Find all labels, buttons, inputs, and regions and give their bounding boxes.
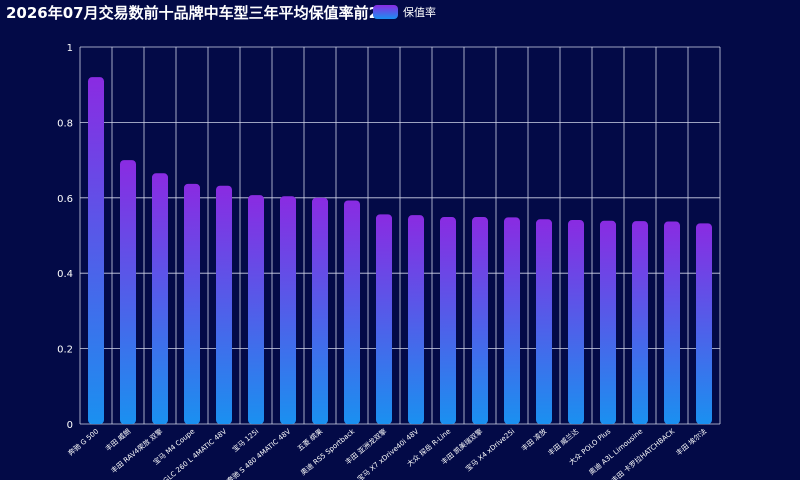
y-tick-label: 0.6: [57, 194, 73, 205]
bar: [216, 185, 232, 424]
chart-title: 2026年07月交易数前十品牌中车型三年平均保值率前20: [6, 4, 390, 22]
x-tick-label: 丰田 威朗: [103, 427, 132, 453]
legend-swatch: [373, 5, 398, 19]
x-tick-label: 奥迪 RS5 Sportback: [299, 426, 357, 477]
x-tick-label: 宝马 X7 xDrive40i 48V: [355, 427, 420, 480]
bar: [632, 221, 648, 424]
y-tick-label: 0.4: [57, 269, 73, 280]
bar: [440, 217, 456, 424]
x-tick-label: 宝马 125i: [230, 427, 260, 454]
bar: [568, 220, 584, 424]
legend-label: 保值率: [403, 6, 436, 19]
bar: [152, 173, 168, 424]
x-tick-label: 丰田 凌放: [519, 427, 548, 453]
x-tick-label: 奥迪 A3L Limousine: [587, 427, 644, 477]
bar: [376, 214, 392, 424]
bar: [696, 223, 712, 424]
x-tick-label: 五菱 缤果: [295, 427, 324, 453]
bar: [120, 160, 136, 424]
bar: [312, 197, 328, 424]
legend[interactable]: 保值率: [373, 4, 436, 20]
y-tick-label: 1: [67, 43, 73, 54]
bar: [504, 217, 520, 424]
bar: [88, 77, 104, 424]
x-tick-label: 丰田 埃尔法: [674, 427, 708, 458]
x-tick-label: 奔驰 G 500: [66, 427, 100, 458]
bar: [280, 196, 296, 424]
bar: [664, 221, 680, 424]
bar: [248, 195, 264, 424]
x-tick-label: 丰田 威兰达: [546, 427, 580, 458]
bar: [184, 183, 200, 424]
y-tick-label: 0.2: [57, 345, 73, 356]
bar: [344, 200, 360, 424]
bar: [472, 217, 488, 424]
x-tick-label: 丰田 RAV4荣放 双擎: [109, 427, 164, 475]
y-tick-label: 0.8: [57, 118, 73, 129]
y-tick-label: 0: [67, 420, 73, 431]
bar: [600, 220, 616, 424]
bar: [408, 215, 424, 424]
bar: [536, 219, 552, 424]
